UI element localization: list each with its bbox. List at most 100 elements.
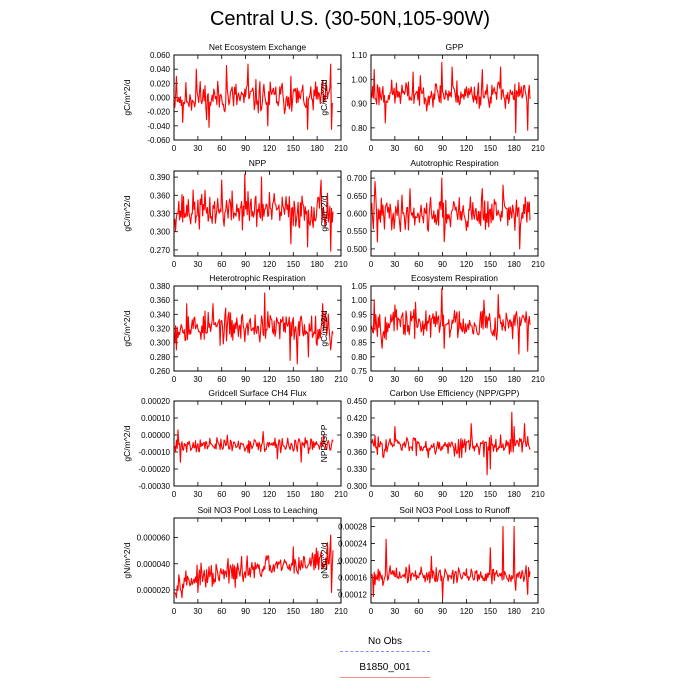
x-tick-label: 30	[193, 607, 202, 616]
y-tick-label: 0.390	[347, 431, 368, 440]
y-tick-label: 0.040	[150, 65, 171, 74]
y-tick-label: 0.000060	[137, 534, 171, 543]
x-tick-label: 30	[390, 375, 399, 384]
y-tick-label: 0.330	[347, 465, 368, 474]
x-tick-label: 210	[334, 375, 348, 384]
y-axis-label: gC/m^2/d	[122, 310, 132, 346]
panel-title: Gridcell Surface CH4 Flux	[208, 388, 307, 398]
x-tick-label: 180	[310, 144, 324, 153]
y-tick-label: 0.390	[150, 173, 171, 182]
chart-panel: Net Ecosystem Exchange 0 30 60 90 120 150 180 21…	[122, 42, 348, 153]
y-tick-label: 0.000	[150, 94, 171, 103]
x-tick-label: 120	[263, 144, 277, 153]
y-tick-label: 0.700	[347, 174, 368, 183]
x-tick-label: 0	[369, 144, 374, 153]
x-tick-label: 30	[193, 375, 202, 384]
x-tick-label: 90	[241, 375, 250, 384]
plot-frame	[173, 400, 342, 487]
y-tick-label: -0.00010	[138, 448, 170, 457]
x-tick-label: 60	[414, 607, 423, 616]
x-tick-label: 90	[241, 260, 250, 269]
y-axis-label: NPP/GPP	[319, 424, 329, 462]
series-line	[371, 288, 531, 355]
panel-title: Net Ecosystem Exchange	[209, 42, 307, 52]
y-tick-label: -0.060	[147, 136, 170, 145]
x-tick-label: 210	[334, 144, 348, 153]
x-tick-label: 180	[310, 490, 324, 499]
legend-label: B1850_001	[359, 662, 411, 673]
y-axis-label: gC/m^2/d	[122, 195, 132, 231]
y-tick-label: 0.380	[150, 282, 171, 291]
x-tick-label: 0	[369, 375, 374, 384]
y-tick-label: 0.90	[351, 100, 367, 109]
plot-frame	[173, 517, 342, 604]
x-tick-label: 120	[263, 607, 277, 616]
x-tick-label: 60	[414, 490, 423, 499]
x-tick-label: 0	[172, 260, 177, 269]
x-tick-label: 150	[484, 144, 498, 153]
y-tick-label: 0.00020	[338, 557, 367, 566]
y-tick-label: 0.80	[351, 124, 367, 133]
y-tick-label: 1.10	[351, 51, 367, 60]
x-tick-label: 30	[390, 490, 399, 499]
x-tick-label: 150	[287, 260, 301, 269]
plot-frame	[370, 400, 539, 487]
series-line	[371, 525, 531, 600]
x-tick-label: 150	[287, 490, 301, 499]
y-tick-label: 0.00016	[338, 574, 367, 583]
x-tick-label: 120	[460, 607, 474, 616]
x-tick-label: 0	[172, 375, 177, 384]
x-tick-label: 150	[484, 607, 498, 616]
x-tick-label: 90	[438, 260, 447, 269]
x-tick-label: 210	[531, 144, 545, 153]
y-tick-label: 0.000040	[137, 560, 171, 569]
x-tick-label: 0	[172, 607, 177, 616]
x-tick-label: 90	[438, 375, 447, 384]
x-tick-label: 60	[217, 490, 226, 499]
x-tick-label: 210	[531, 490, 545, 499]
y-tick-label: 1.00	[351, 296, 367, 305]
y-tick-label: 0.85	[351, 339, 367, 348]
chart-panel: Carbon Use Efficiency (NPP/GPP) 0 30 60 90 12…	[319, 388, 545, 499]
x-tick-label: 90	[438, 144, 447, 153]
x-tick-label: 30	[390, 607, 399, 616]
x-tick-label: 120	[263, 490, 277, 499]
y-tick-label: 0.75	[351, 367, 367, 376]
y-tick-label: 0.420	[347, 414, 368, 423]
x-tick-label: 210	[531, 607, 545, 616]
plot-frame	[370, 170, 539, 257]
y-tick-label: 0.00010	[141, 414, 170, 423]
series-line	[174, 292, 334, 365]
y-axis-label: gN/m^2/d	[122, 542, 132, 578]
legend-dashed-line	[340, 651, 430, 652]
y-tick-label: 0.020	[150, 79, 171, 88]
series-line	[174, 173, 334, 252]
x-tick-label: 120	[460, 490, 474, 499]
x-tick-label: 0	[172, 144, 177, 153]
legend-solid-line	[340, 677, 430, 678]
x-tick-label: 210	[531, 260, 545, 269]
y-tick-label: 0.00000	[141, 431, 170, 440]
y-tick-label: 0.450	[347, 397, 368, 406]
y-tick-label: -0.00020	[138, 465, 170, 474]
x-tick-label: 30	[390, 260, 399, 269]
series-line	[371, 61, 531, 134]
x-tick-label: 180	[507, 375, 521, 384]
y-tick-label: 0.270	[150, 246, 171, 255]
x-tick-label: 60	[217, 144, 226, 153]
x-tick-label: 30	[193, 260, 202, 269]
y-tick-label: 1.05	[351, 282, 367, 291]
plot-frame	[370, 54, 539, 141]
x-tick-label: 60	[414, 375, 423, 384]
y-axis-label: gC/m^2/d	[122, 79, 132, 115]
legend-item-no-obs: No Obs	[340, 634, 430, 660]
x-tick-label: 150	[287, 375, 301, 384]
y-tick-label: 0.00020	[141, 397, 170, 406]
x-tick-label: 60	[217, 260, 226, 269]
y-tick-label: 0.360	[150, 191, 171, 200]
x-tick-label: 0	[369, 490, 374, 499]
y-tick-label: 0.330	[150, 210, 171, 219]
x-tick-label: 0	[369, 607, 374, 616]
legend-label: No Obs	[368, 636, 402, 647]
